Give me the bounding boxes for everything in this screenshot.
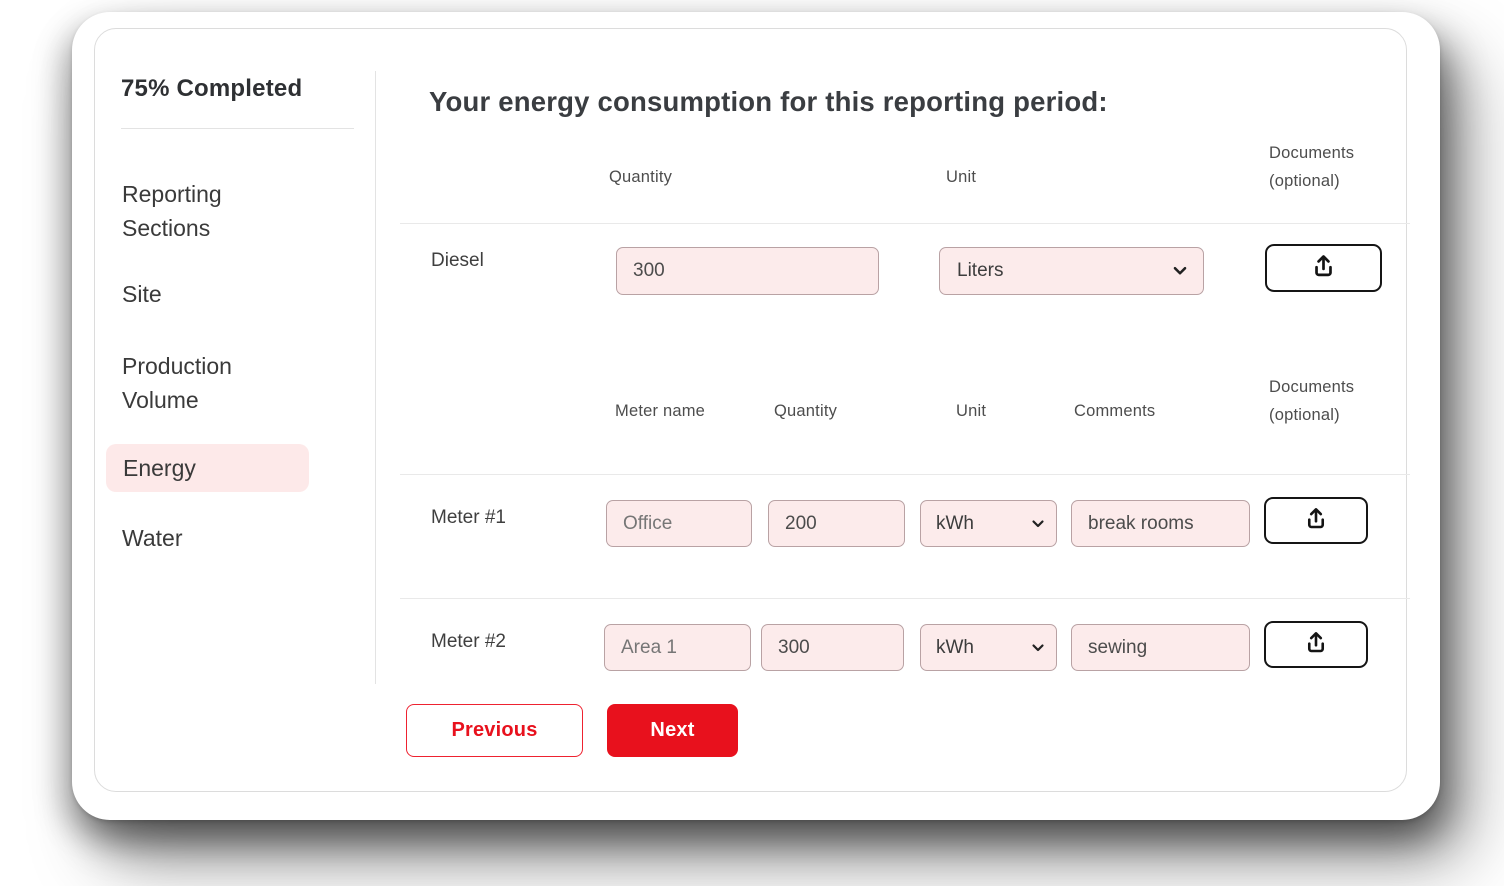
sidebar-item-label: Reporting Sections: [122, 181, 222, 241]
upload-icon: [1303, 505, 1329, 536]
sidebar-divider: [375, 71, 376, 684]
chevron-down-icon: [1171, 262, 1189, 280]
sidebar-item-water[interactable]: Water: [122, 521, 322, 555]
meter1-upload-button[interactable]: [1264, 497, 1368, 544]
upload-icon: [1310, 252, 1337, 284]
chevron-down-icon: [1030, 640, 1046, 656]
meter1-unit-select[interactable]: kWh: [920, 500, 1057, 547]
column-header-unit: Unit: [946, 168, 977, 186]
meter1-unit-value: kWh: [936, 512, 974, 534]
row-divider: [400, 223, 1410, 224]
sidebar-item-label: Water: [122, 525, 183, 551]
meter2-upload-button[interactable]: [1264, 621, 1368, 668]
previous-button[interactable]: Previous: [406, 704, 583, 757]
chevron-down-icon: [1030, 516, 1046, 532]
meter2-quantity-input[interactable]: [761, 624, 904, 671]
row-label-meter-1: Meter #1: [431, 507, 506, 528]
row-divider: [400, 598, 1410, 599]
documents-label: Documents: [1269, 144, 1355, 162]
meter1-name-input[interactable]: [606, 500, 752, 547]
next-button[interactable]: Next: [607, 704, 738, 757]
sidebar-item-production-volume[interactable]: Production Volume: [122, 349, 297, 417]
meter2-comments-input[interactable]: [1071, 624, 1250, 671]
page-title: Your energy consumption for this reporti…: [429, 86, 1108, 117]
sidebar-item-site[interactable]: Site: [122, 277, 322, 311]
diesel-unit-value: Liters: [957, 260, 1004, 281]
upload-icon: [1303, 629, 1329, 660]
meter1-quantity-input[interactable]: [768, 500, 905, 547]
diesel-quantity-input[interactable]: [616, 247, 879, 295]
progress-label: 75% Completed: [121, 75, 303, 102]
sidebar-item-energy[interactable]: Energy: [106, 444, 309, 492]
documents-optional-label: (optional): [1269, 172, 1340, 190]
diesel-upload-button[interactable]: [1265, 244, 1382, 292]
meter2-name-input[interactable]: [604, 624, 751, 671]
form-container: 75% Completed Reporting Sections Site Pr…: [94, 28, 1410, 792]
documents-optional-label: (optional): [1269, 406, 1340, 424]
column-header-unit: Unit: [956, 402, 987, 420]
documents-label: Documents: [1269, 378, 1355, 396]
row-divider: [400, 474, 1410, 475]
row-label-diesel: Diesel: [431, 250, 484, 271]
diesel-unit-select[interactable]: Liters: [939, 247, 1204, 295]
meter1-comments-input[interactable]: [1071, 500, 1250, 547]
column-header-documents: Documents (optional): [1269, 139, 1354, 195]
sidebar-item-label: Energy: [123, 454, 196, 481]
sidebar-item-label: Site: [122, 281, 162, 307]
progress-divider: [121, 128, 354, 129]
meter2-unit-select[interactable]: kWh: [920, 624, 1057, 671]
column-header-quantity: Quantity: [609, 168, 673, 186]
column-header-quantity: Quantity: [774, 402, 838, 420]
meter2-unit-value: kWh: [936, 636, 974, 658]
column-header-documents: Documents (optional): [1269, 373, 1354, 429]
form-card: 75% Completed Reporting Sections Site Pr…: [72, 12, 1440, 820]
column-header-meter-name: Meter name: [615, 402, 706, 420]
row-label-meter-2: Meter #2: [431, 631, 506, 652]
column-header-comments: Comments: [1074, 402, 1156, 420]
sidebar-item-label: Production Volume: [122, 353, 232, 413]
sidebar-item-reporting-sections[interactable]: Reporting Sections: [122, 177, 282, 245]
